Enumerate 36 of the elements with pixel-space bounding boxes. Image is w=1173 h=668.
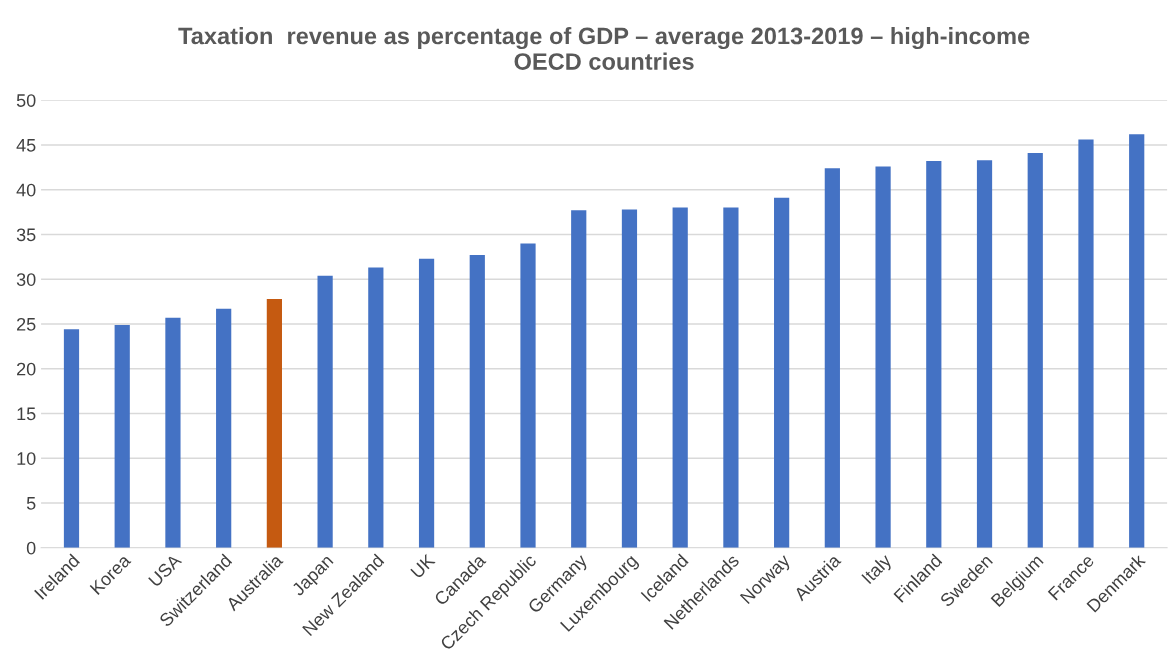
bar xyxy=(571,210,587,548)
bar xyxy=(418,258,435,548)
bar xyxy=(469,255,485,548)
bar xyxy=(317,275,333,548)
bar xyxy=(1078,139,1094,548)
bar xyxy=(976,160,993,548)
bar xyxy=(63,329,80,548)
bar xyxy=(266,298,282,548)
bar xyxy=(1027,153,1043,548)
bar xyxy=(114,324,130,548)
y-tick-label: 35 xyxy=(16,228,36,242)
bar xyxy=(723,207,739,548)
bar xyxy=(368,267,384,548)
y-tick-label: 15 xyxy=(17,407,36,421)
bar xyxy=(621,209,638,548)
bar xyxy=(216,308,232,548)
bar xyxy=(165,317,181,548)
y-tick-label: 50 xyxy=(16,94,36,107)
x-tick-label: Italy xyxy=(860,552,895,587)
y-tick-label: 5 xyxy=(26,497,36,510)
y-tick-label: 20 xyxy=(17,362,36,376)
x-tick-label: UK xyxy=(410,553,436,579)
bar xyxy=(926,161,942,548)
bar xyxy=(824,168,840,548)
chart-title: Taxation revenue as percentage of GDP – average 2013-2019 – high-income OECD countries xyxy=(178,27,1030,70)
y-tick-label: 25 xyxy=(17,317,36,331)
y-tick-label: 10 xyxy=(17,452,36,465)
bar xyxy=(672,207,688,548)
y-tick-label: 40 xyxy=(16,183,36,197)
bar xyxy=(875,166,891,548)
bar xyxy=(774,197,790,548)
bar xyxy=(520,243,536,548)
y-tick-label: 0 xyxy=(26,541,36,555)
y-tick-label: 30 xyxy=(16,273,36,286)
bar xyxy=(1129,134,1145,548)
y-tick-label: 45 xyxy=(16,139,36,152)
